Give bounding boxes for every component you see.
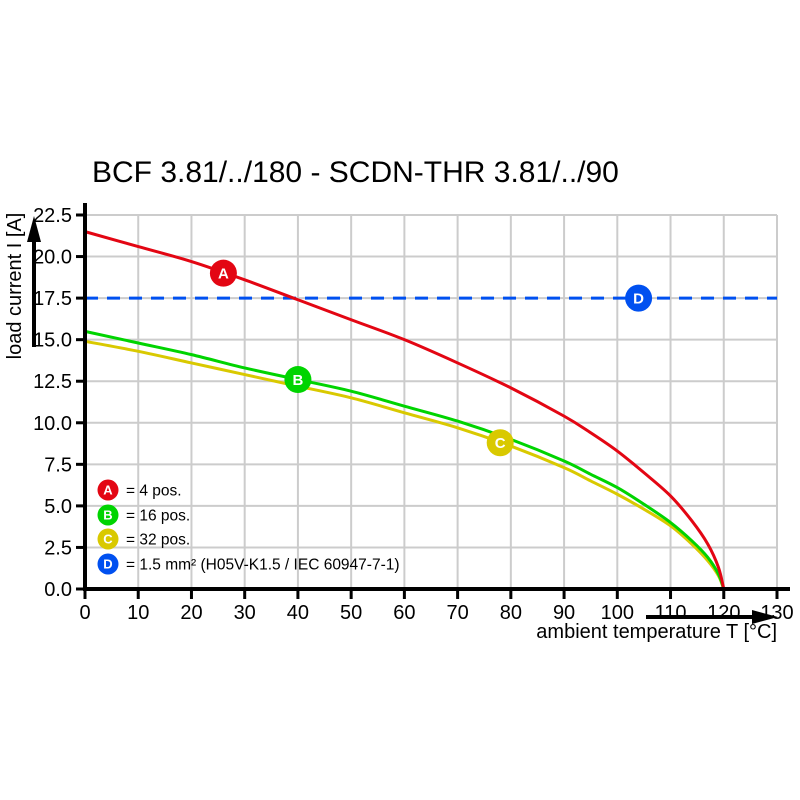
svg-text:C: C — [103, 532, 113, 547]
y-tick-label: 5.0 — [44, 496, 72, 518]
y-tick-label: 7.5 — [44, 454, 72, 476]
x-tick-label: 70 — [446, 602, 468, 624]
y-tick-label: 15.0 — [33, 330, 72, 352]
x-tick-label: 80 — [500, 602, 522, 624]
svg-text:D: D — [103, 557, 112, 572]
legend-marker-B-icon — [97, 504, 119, 526]
x-tick-label: 50 — [340, 602, 362, 624]
y-axis-label: load current I [A] — [4, 212, 26, 360]
legend-item-D: D = 1.5 mm² (H05V-K1.5 / IEC 60947-7-1) — [97, 553, 400, 575]
chart-title: BCF 3.81/../180 - SCDN-THR 3.81/../90 — [92, 156, 619, 189]
x-tick-label: 10 — [127, 602, 149, 624]
legend-label-D: = 1.5 mm² (H05V-K1.5 / IEC 60947-7-1) — [126, 557, 400, 574]
x-axis-arrow-icon — [752, 610, 778, 624]
curve-C — [83, 339, 726, 591]
y-tick-label: 17.5 — [33, 288, 72, 310]
curve-A — [83, 230, 726, 591]
marker-D: D — [625, 284, 653, 312]
x-tick-label: 100 — [601, 602, 634, 624]
x-tick-label: 20 — [180, 602, 202, 624]
marker-C: C — [486, 429, 514, 457]
legend-item-A: A = 4 pos. — [97, 479, 182, 501]
svg-text:C: C — [495, 435, 506, 452]
y-tick-label: 12.5 — [33, 371, 72, 393]
x-axis-label: ambient temperature T [°C] — [536, 621, 777, 643]
legend-marker-A-icon — [97, 479, 119, 501]
legend-marker-C-icon — [97, 528, 119, 550]
y-tick-label: 2.5 — [44, 537, 72, 559]
x-tick-label: 60 — [393, 602, 415, 624]
y-tick-label: 20.0 — [33, 247, 72, 269]
marker-B: B — [284, 366, 312, 394]
svg-text:D: D — [633, 291, 644, 308]
y-tick-label: 22.5 — [33, 205, 72, 227]
legend-label-B: = 16 pos. — [126, 508, 190, 525]
x-tick-label: 40 — [287, 602, 309, 624]
svg-text:B: B — [103, 508, 112, 523]
x-tick-label: 90 — [553, 602, 575, 624]
y-axis-arrow-icon — [27, 216, 41, 242]
legend-label-A: = 4 pos. — [126, 483, 182, 500]
y-tick-label: 0.0 — [44, 579, 72, 601]
legend-label-C: = 32 pos. — [126, 532, 190, 549]
svg-text:A: A — [103, 483, 113, 498]
y-tick-label: 10.0 — [33, 413, 72, 435]
x-tick-label: 0 — [79, 602, 90, 624]
marker-A: A — [209, 259, 237, 287]
legend-item-C: C = 32 pos. — [97, 528, 190, 550]
curve-B — [83, 329, 726, 591]
svg-text:B: B — [293, 372, 304, 389]
legend-marker-D-icon — [97, 553, 119, 575]
x-tick-label: 30 — [234, 602, 256, 624]
svg-text:A: A — [218, 266, 229, 283]
legend-item-B: B = 16 pos. — [97, 504, 190, 526]
